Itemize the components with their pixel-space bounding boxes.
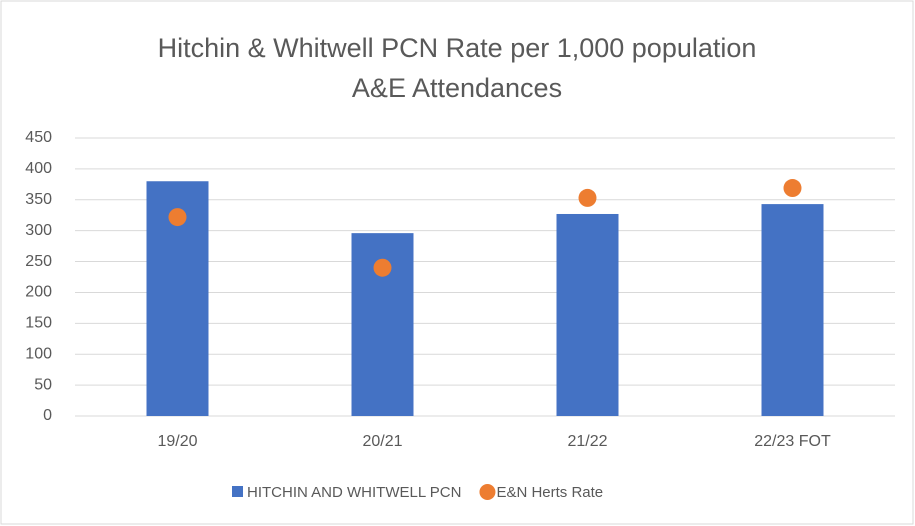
y-tick-label: 300 <box>25 222 52 239</box>
dot <box>578 188 597 207</box>
y-tick-label: 100 <box>25 345 52 362</box>
x-tick-label: 19/20 <box>157 433 197 450</box>
x-tick-label: 20/21 <box>362 433 402 450</box>
legend-swatch <box>232 486 243 497</box>
y-tick-label: 0 <box>43 407 52 424</box>
chart-title: Hitchin & Whitwell PCN Rate per 1,000 po… <box>158 33 757 63</box>
y-tick-label: 200 <box>25 284 52 301</box>
y-tick-label: 250 <box>25 253 52 270</box>
legend-label: HITCHIN AND WHITWELL PCN <box>247 484 461 501</box>
dot <box>783 179 802 198</box>
y-tick-label: 350 <box>25 191 52 208</box>
dot <box>168 208 187 227</box>
chart-title: A&E Attendances <box>352 73 562 103</box>
dot <box>373 258 392 277</box>
bar <box>556 213 619 416</box>
x-tick-label: 22/23 FOT <box>754 433 831 450</box>
y-tick-label: 400 <box>25 160 52 177</box>
y-tick-label: 450 <box>25 129 52 146</box>
legend-label: E&N Herts Rate <box>496 484 603 501</box>
y-tick-label: 150 <box>25 315 52 332</box>
bar <box>761 204 824 416</box>
y-tick-label: 50 <box>34 376 52 393</box>
x-tick-label: 21/22 <box>567 433 607 450</box>
legend-swatch <box>479 484 496 500</box>
